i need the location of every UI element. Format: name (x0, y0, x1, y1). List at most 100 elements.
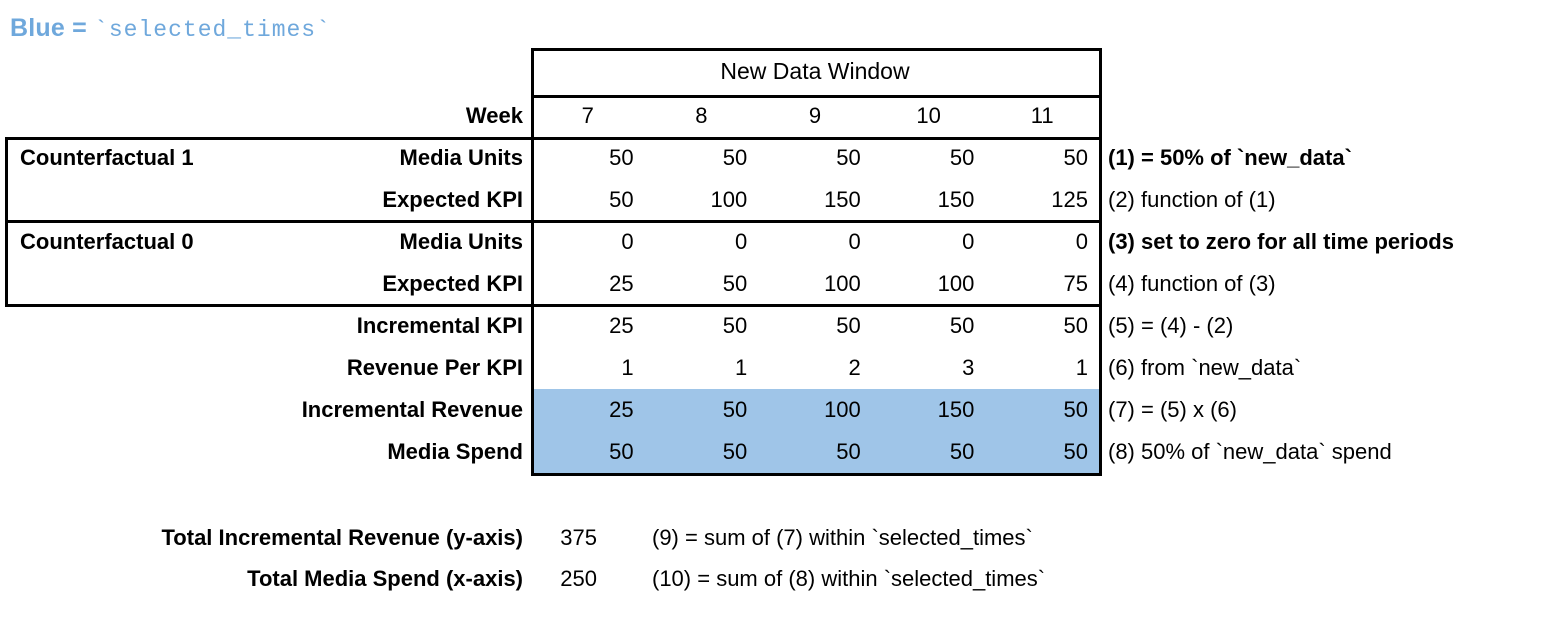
week-cell: 7 (581, 103, 594, 128)
new-data-window-header: New Data Window (720, 58, 910, 84)
table-row-expected-kpi-cf0: Expected KPI 25 50 100 100 75 (4) functi… (0, 263, 1544, 305)
legend: Blue = `selected_times` (10, 14, 331, 43)
week-cells: 7 8 9 10 11 (531, 95, 1099, 137)
table-cell: 0 (734, 229, 748, 254)
table-cell: 25 (609, 271, 634, 296)
line-week-bottom (5, 137, 1102, 140)
row-cells-highlighted: 25 50 100 150 50 (531, 389, 1099, 431)
table-cell: 25 (609, 313, 634, 338)
table-row-media-spend: Media Spend 50 50 50 50 50 (8) 50% of `n… (0, 431, 1544, 473)
row-annotation: (5) = (4) - (2) (1108, 313, 1234, 338)
table-cell: 100 (824, 271, 861, 296)
row-label: Expected KPI (382, 271, 523, 296)
legend-blue-label: Blue = (10, 14, 95, 42)
line-table-right (1099, 48, 1102, 476)
row-cells: 0 0 0 0 0 (531, 221, 1099, 263)
total-incremental-revenue-row: Total Incremental Revenue (y-axis) 375 (… (0, 520, 1544, 556)
table-cell: 1 (1075, 355, 1088, 380)
line-ndw-top (531, 48, 1102, 51)
total-value: 250 (560, 566, 597, 591)
table-cell: 50 (609, 145, 634, 170)
table-row-media-units-cf1: Media Units 50 50 50 50 50 (1) = 50% of … (0, 137, 1544, 179)
table-cell: 50 (722, 439, 748, 464)
line-ndw-bottom (531, 95, 1102, 98)
table-cell: 75 (1063, 271, 1088, 296)
table-row-incremental-revenue: Incremental Revenue 25 50 100 150 50 (7)… (0, 389, 1544, 431)
row-label: Media Units (399, 229, 523, 254)
row-label: Media Spend (387, 439, 523, 464)
row-annotation: (2) function of (1) (1108, 187, 1276, 212)
row-cells: 50 100 150 150 125 (531, 179, 1099, 221)
table-cell: 2 (848, 355, 861, 380)
group-label-counterfactual-0: Counterfactual 0 (20, 229, 194, 254)
table-cell: 50 (609, 439, 634, 464)
group-label-counterfactual-1: Counterfactual 1 (20, 145, 194, 170)
line-cf0-bottom (5, 304, 1102, 307)
table-cell: 50 (1063, 313, 1088, 338)
row-cells: 1 1 2 3 1 (531, 347, 1099, 389)
table-row-incremental-kpi: Incremental KPI 25 50 50 50 50 (5) = (4)… (0, 305, 1544, 347)
total-annotation: (9) = sum of (7) within `selected_times` (652, 525, 1033, 550)
row-annotation: (8) 50% of `new_data` spend (1108, 439, 1392, 464)
line-left-box (5, 137, 8, 307)
table-cell: 0 (1075, 229, 1088, 254)
row-annotation: (7) = (5) x (6) (1108, 397, 1237, 422)
table-cell: 50 (836, 439, 861, 464)
total-label: Total Incremental Revenue (y-axis) (161, 525, 524, 550)
table-cell: 150 (824, 187, 861, 212)
table-cell: 0 (962, 229, 975, 254)
table-cell: 50 (836, 145, 861, 170)
row-cells-highlighted: 50 50 50 50 50 (531, 431, 1099, 473)
row-label: Media Units (399, 145, 523, 170)
table-row-expected-kpi-cf1: Expected KPI 50 100 150 150 125 (2) func… (0, 179, 1544, 221)
table-cell: 50 (722, 145, 748, 170)
row-label: Incremental Revenue (301, 397, 523, 422)
row-label: Expected KPI (382, 187, 523, 212)
table-cell: 50 (949, 145, 975, 170)
table-cell: 100 (710, 187, 748, 212)
legend-code-selected-times: `selected_times` (94, 17, 331, 43)
total-label: Total Media Spend (x-axis) (247, 566, 523, 591)
table-cell: 50 (609, 187, 634, 212)
table-cell: 50 (1063, 145, 1088, 170)
table-cell: 100 (937, 271, 975, 296)
row-cells: 50 50 50 50 50 (531, 137, 1099, 179)
week-label: Week (465, 103, 523, 128)
table-cell: 0 (848, 229, 861, 254)
row-annotation: (6) from `new_data` (1108, 355, 1302, 380)
total-media-spend-row: Total Media Spend (x-axis) 250 (10) = su… (0, 561, 1544, 597)
table-cell: 1 (621, 355, 634, 380)
table-cell: 1 (734, 355, 748, 380)
table-row-media-units-cf0: Media Units 0 0 0 0 0 (3) set to zero fo… (0, 221, 1544, 263)
table-cell: 3 (962, 355, 975, 380)
table-cell: 50 (836, 313, 861, 338)
table-cell: 150 (937, 397, 975, 422)
table-cell: 50 (949, 439, 975, 464)
table-cell: 50 (722, 271, 748, 296)
table-cell: 50 (722, 313, 748, 338)
row-annotation: (1) = 50% of `new_data` (1108, 145, 1352, 170)
week-cell: 10 (916, 103, 941, 128)
table-cell: 50 (949, 313, 975, 338)
line-label-divider (531, 48, 534, 476)
row-annotation: (4) function of (3) (1108, 271, 1276, 296)
table-cell: 50 (722, 397, 748, 422)
table-cell: 50 (1063, 439, 1088, 464)
table-cell: 125 (1051, 187, 1088, 212)
row-annotation: (3) set to zero for all time periods (1108, 229, 1454, 254)
table-cell: 50 (1063, 397, 1088, 422)
table-cell: 25 (609, 397, 634, 422)
week-cell: 8 (695, 103, 708, 128)
row-cells: 25 50 100 100 75 (531, 263, 1099, 305)
week-cell: 11 (1030, 103, 1054, 128)
total-annotation: (10) = sum of (8) within `selected_times… (652, 566, 1046, 591)
row-cells: 25 50 50 50 50 (531, 305, 1099, 347)
week-cell: 9 (808, 103, 822, 128)
row-label: Revenue Per KPI (346, 355, 523, 380)
line-cf-divider (5, 220, 1102, 223)
table-cell: 0 (621, 229, 634, 254)
table-cell: 100 (824, 397, 861, 422)
line-table-bottom (531, 473, 1102, 476)
total-value: 375 (560, 525, 597, 550)
